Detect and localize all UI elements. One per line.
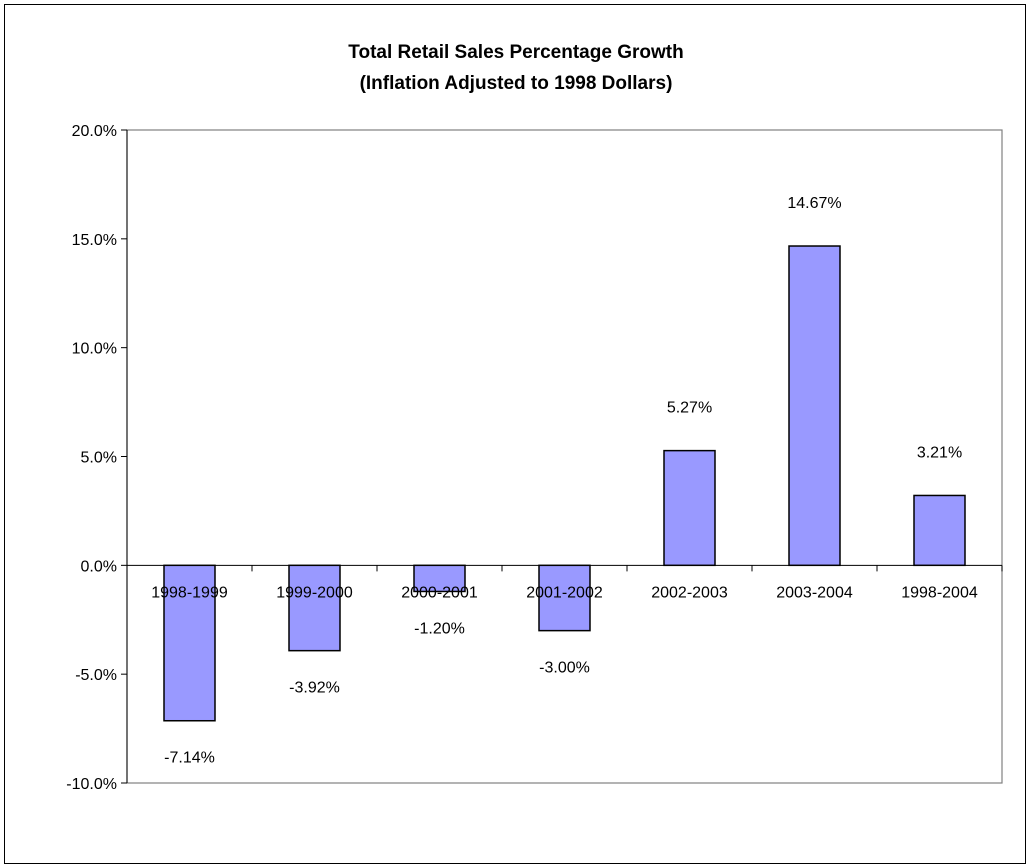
data-label: -1.20% <box>414 620 465 637</box>
y-tick-label: 5.0% <box>81 450 117 467</box>
y-tick-label: 0.0% <box>81 558 117 575</box>
plot-border <box>126 129 1003 784</box>
data-label: -3.00% <box>539 660 590 677</box>
bar <box>163 564 216 722</box>
category-label: 2003-2004 <box>776 584 853 601</box>
bar <box>663 449 716 567</box>
category-label: 1999-2000 <box>276 584 353 601</box>
bar <box>288 564 341 652</box>
category-label: 2002-2003 <box>651 584 728 601</box>
data-label: 14.67% <box>787 195 841 212</box>
chart-title: Total Retail Sales Percentage Growth <box>348 42 683 63</box>
data-label: -7.14% <box>164 750 215 767</box>
bar <box>788 245 841 567</box>
data-label: -3.92% <box>289 680 340 697</box>
y-tick-label: -5.0% <box>75 667 117 684</box>
y-tick-label: 15.0% <box>72 232 117 249</box>
y-tick-label: -10.0% <box>66 776 117 793</box>
category-label: 2001-2002 <box>526 584 603 601</box>
category-label: 2000-2001 <box>401 584 478 601</box>
chart-subtitle: (Inflation Adjusted to 1998 Dollars) <box>360 73 673 94</box>
category-label: 1998-1999 <box>151 584 228 601</box>
category-label: 1998-2004 <box>901 584 978 601</box>
data-label: 5.27% <box>667 400 712 417</box>
data-label: 3.21% <box>917 444 962 461</box>
y-tick-label: 20.0% <box>72 123 117 140</box>
bar <box>913 494 966 567</box>
plot-area: 20.0% 15.0% 10.0% 5.0% 0.0% -5.0% -10.0% 1998-1… <box>66 123 1003 793</box>
y-tick-label: 10.0% <box>72 341 117 358</box>
